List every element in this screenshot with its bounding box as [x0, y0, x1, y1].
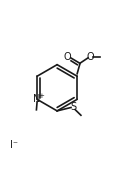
Text: +: + [38, 93, 44, 99]
Text: O: O [86, 52, 94, 62]
Text: I⁻: I⁻ [10, 140, 18, 150]
Text: N: N [33, 94, 41, 104]
Text: S: S [70, 102, 77, 113]
Text: O: O [64, 52, 71, 62]
